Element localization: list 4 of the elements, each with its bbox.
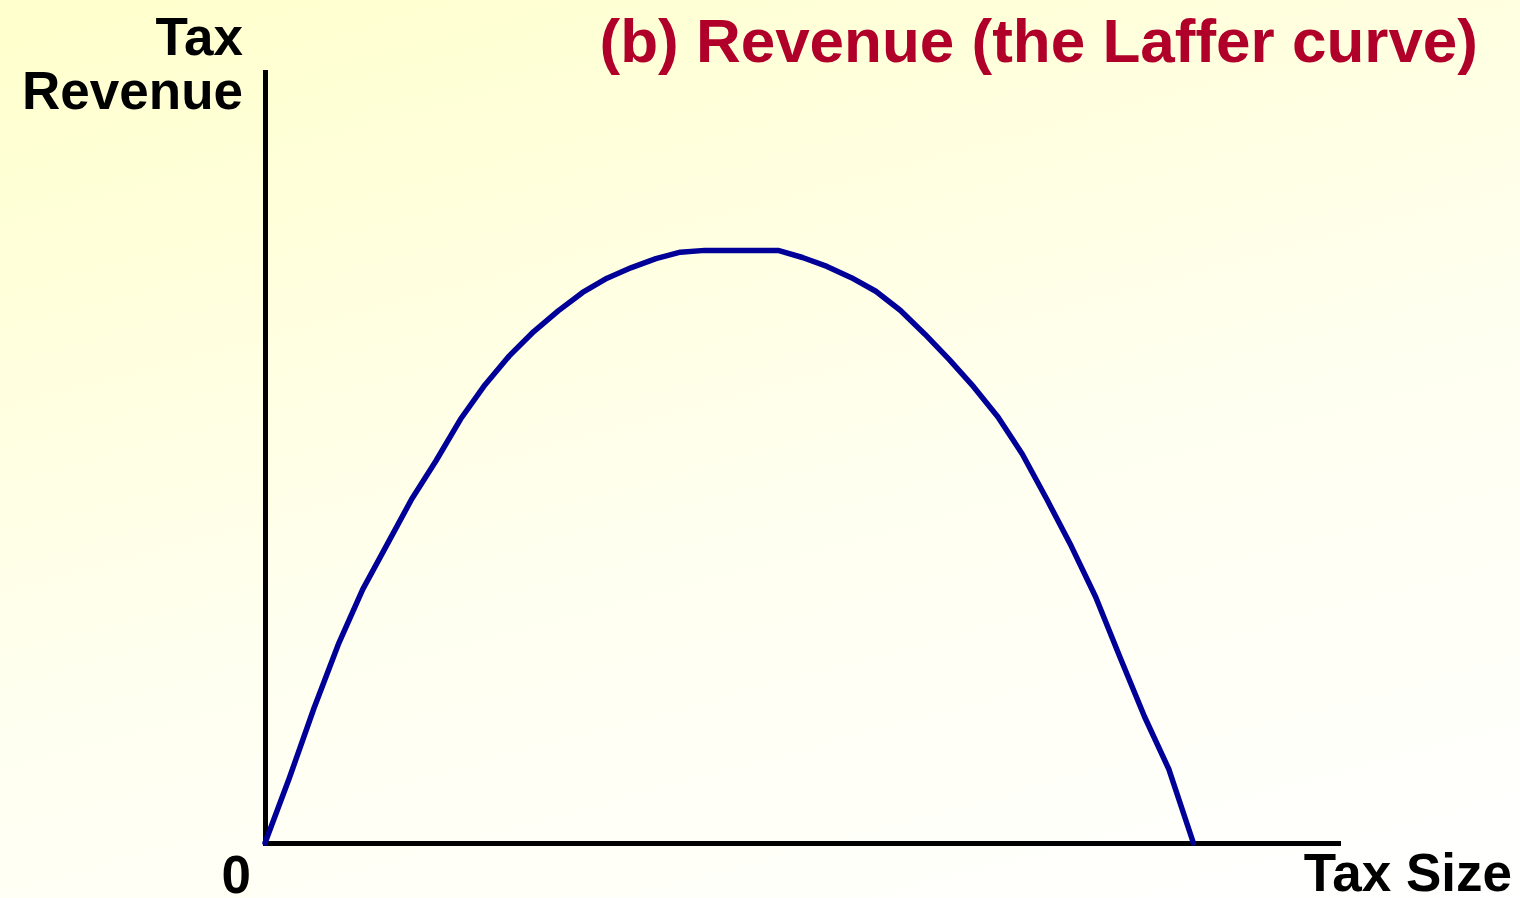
- x-axis-title: Tax Size: [1303, 843, 1512, 898]
- chart-title: (b) Revenue (the Laffer curve): [599, 6, 1478, 75]
- text: 0: [221, 845, 251, 898]
- y-axis-title: Tax Revenue: [21, 7, 243, 120]
